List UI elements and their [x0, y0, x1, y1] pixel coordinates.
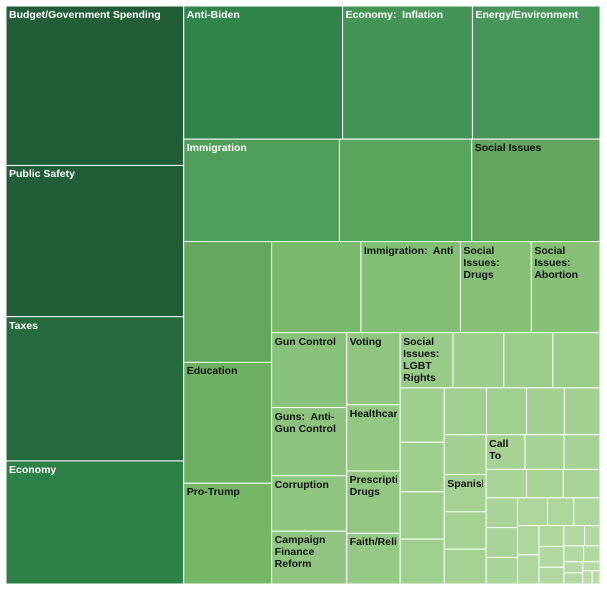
treemap-cell-guns-anti-gun-control-18	[271, 407, 348, 477]
treemap-cell-healthcare-22	[346, 404, 401, 472]
treemap-cell-unlabeled-32	[399, 538, 445, 585]
treemap-cell-unlabeled-30	[399, 441, 445, 493]
treemap-cell-social-issues-drugs-15	[459, 241, 532, 334]
treemap-cell-unlabeled-28	[552, 332, 601, 389]
treemap-cell-campaign-finance-reform-20	[271, 530, 348, 585]
treemap-cell-unlabeled-13	[271, 241, 362, 334]
treemap-cell-corruption-19	[271, 475, 348, 532]
treemap-cell-unlabeled-50	[517, 497, 549, 527]
treemap-cell-unlabeled-64	[582, 561, 601, 572]
treemap-cell-gun-control-17	[271, 332, 348, 409]
treemap-cell-prescription-drugs-23	[346, 470, 401, 534]
treemap-cell-unlabeled-39	[443, 511, 487, 550]
treemap-cell-public-safety-1	[5, 164, 185, 318]
treemap-cell-unlabeled-60	[563, 545, 585, 563]
treemap-cell-anti-biden-4	[183, 5, 344, 140]
treemap-cell-taxes-2	[5, 316, 185, 462]
treemap-cell-unlabeled-44	[485, 468, 528, 499]
treemap-cell-unlabeled-42	[524, 434, 565, 470]
treemap-cell-energy-environment-6	[471, 5, 601, 140]
treemap-cell-unlabeled-10	[183, 241, 273, 363]
treemap-cell-unlabeled-48	[485, 527, 519, 558]
treemap-cell-unlabeled-43	[563, 434, 601, 470]
treemap-cell-social-issues-9	[471, 138, 601, 243]
treemap-cell-unlabeled-55	[538, 525, 565, 547]
treemap-cell-economy-3	[5, 460, 185, 585]
treemap-cell-unlabeled-57	[538, 566, 565, 585]
treemap-cell-unlabeled-53	[517, 525, 540, 556]
treemap-cell-unlabeled-8	[338, 138, 473, 243]
treemap-cell-education-11	[183, 361, 273, 484]
treemap-cell-social-issues-lgbt-rights-25	[399, 332, 454, 389]
treemap-cell-unlabeled-27	[503, 332, 554, 389]
treemap-cell-unlabeled-29	[399, 387, 445, 443]
treemap-cell-unlabeled-65	[582, 570, 593, 585]
treemap-cell-social-issues-abortion-16	[530, 241, 601, 334]
treemap-cell-unlabeled-51	[547, 497, 575, 527]
treemap-cell-spanish-38	[443, 474, 487, 513]
treemap-cell-unlabeled-34	[486, 387, 528, 436]
treemap-cell-unlabeled-61	[583, 545, 601, 563]
treemap-cell-unlabeled-59	[584, 525, 601, 547]
treemap-cell-unlabeled-35	[526, 387, 565, 436]
treemap-cell-unlabeled-49	[485, 556, 519, 585]
treemap-cell-unlabeled-26	[452, 332, 505, 389]
treemap-cell-unlabeled-52	[573, 497, 601, 527]
treemap-cell-unlabeled-56	[538, 545, 565, 568]
treemap-cell-unlabeled-54	[517, 554, 540, 585]
treemap-cell-faith-religion-24	[346, 532, 401, 585]
treemap-cell-call-to-41	[485, 434, 526, 470]
treemap-cell-unlabeled-33	[443, 387, 488, 436]
treemap-cell-unlabeled-37	[443, 434, 487, 476]
treemap-cell-immigration-7	[183, 138, 340, 243]
treemap-cell-unlabeled-40	[443, 548, 487, 585]
treemap-cell-unlabeled-62	[563, 561, 584, 574]
treemap-cell-unlabeled-66	[591, 570, 601, 585]
treemap-cell-unlabeled-45	[526, 468, 564, 499]
treemap-cell-unlabeled-63	[563, 572, 584, 585]
treemap-cell-unlabeled-46	[562, 468, 601, 499]
treemap-cell-voting-21	[346, 332, 401, 406]
treemap-cell-unlabeled-58	[563, 525, 586, 547]
treemap-cell-unlabeled-47	[485, 497, 519, 529]
treemap-cell-budget-government-spending-0	[5, 5, 185, 166]
treemap-cell-unlabeled-36	[563, 387, 601, 436]
treemap-cell-economy-inflation-5	[342, 5, 473, 140]
treemap-cell-unlabeled-31	[399, 491, 445, 540]
treemap-cell-immigration-anti-14	[360, 241, 461, 334]
treemap-cell-pro-trump-12	[183, 482, 273, 585]
